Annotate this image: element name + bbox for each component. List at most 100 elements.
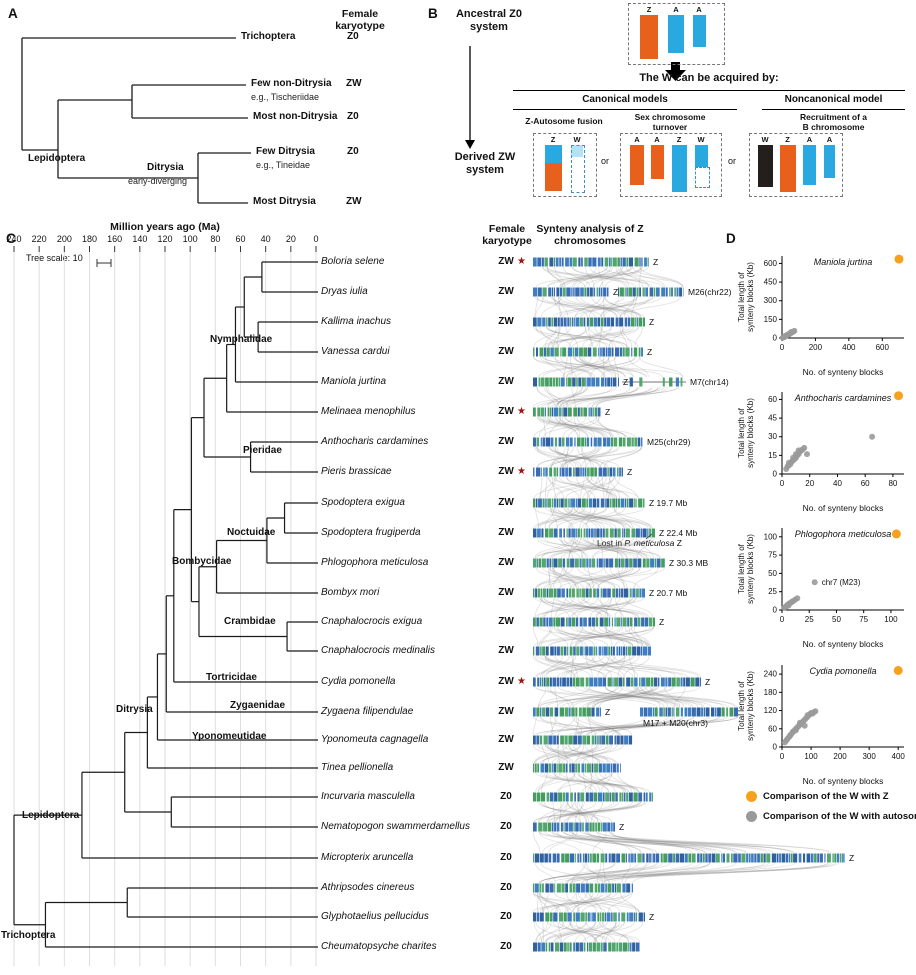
- w-vs-autosome-point: [788, 329, 795, 335]
- synteny-ribbon: [545, 921, 587, 943]
- synteny-ribbon: [598, 921, 630, 943]
- synteny-ribbon: [582, 507, 654, 529]
- synteny-ribbon: [547, 744, 616, 764]
- synteny-segment: [620, 763, 621, 773]
- synteny-ribbon: [575, 626, 634, 647]
- synteny-segment: [576, 646, 580, 656]
- synteny-ribbon: [593, 716, 669, 736]
- synteny-segment: [612, 883, 614, 893]
- synteny-ribbon: [572, 266, 597, 288]
- y-tick-label: 15: [768, 451, 777, 460]
- synteny-ribbon: [566, 772, 572, 793]
- synteny-ribbon: [534, 892, 606, 913]
- synteny-ribbon: [605, 655, 676, 678]
- synteny-ribbon: [568, 744, 600, 764]
- synteny-ribbon: [562, 266, 591, 288]
- synteny-segment: [594, 528, 596, 538]
- legend-row: Comparison of the W with autosomes: [746, 811, 916, 822]
- synteny-ribbon: [623, 296, 635, 318]
- synteny-segment: [533, 912, 537, 922]
- synteny-ribbon: [547, 416, 606, 438]
- synteny-ribbon: [532, 892, 573, 913]
- synteny-ribbon: [559, 772, 576, 793]
- time-tick-label: 80: [210, 234, 221, 244]
- synteny-segment: [604, 498, 606, 508]
- synteny-segment: [600, 588, 602, 598]
- synteny-ribbon: [535, 921, 552, 943]
- synteny-ribbon: [551, 296, 588, 318]
- synteny-segment: [609, 498, 612, 508]
- karyotype-value: ZW: [498, 616, 514, 627]
- synteny-segment: [579, 646, 583, 656]
- synteny-ribbon: [538, 626, 647, 647]
- synteny-ribbon: [542, 356, 617, 378]
- synteny-segment: [563, 912, 567, 922]
- synteny-segment: [585, 883, 589, 893]
- synteny-segment: [810, 853, 814, 863]
- chromosome-label-w: W: [573, 135, 581, 144]
- synteny-segment: [564, 498, 568, 508]
- synteny-segment: [741, 853, 746, 863]
- species-name: Boloria selene: [321, 256, 385, 267]
- synteny-segment: [634, 257, 639, 267]
- synteny-ribbon: [599, 446, 642, 468]
- synteny-segment: [616, 617, 620, 627]
- synteny-segment: [579, 942, 583, 952]
- synteny-segment: [589, 677, 594, 687]
- synteny-ribbon: [560, 446, 621, 468]
- synteny-segment: [543, 467, 545, 477]
- synteny-segment: [558, 407, 562, 417]
- clade-label: Zygaenidae: [230, 700, 286, 711]
- synteny-segment: [598, 792, 603, 802]
- synteny-ribbon: [534, 446, 574, 468]
- synteny-ribbon: [559, 296, 625, 318]
- synteny-segment: [594, 763, 599, 773]
- tip-most-ditrysia: Most Ditrysia: [253, 196, 316, 207]
- y-tick-label: 120: [764, 706, 778, 715]
- synteny-ribbon: [540, 862, 650, 884]
- species-name: Glyphotaelius pellucidus: [321, 911, 429, 922]
- synteny-ribbon: [582, 921, 635, 943]
- synteny-ribbon: [535, 567, 604, 589]
- synteny-segment: [582, 467, 585, 477]
- synteny-segment: [654, 558, 657, 568]
- karyotype-value: Z0: [500, 911, 512, 922]
- synteny-ribbon: [596, 597, 637, 618]
- synteny-ribbon: [573, 744, 599, 764]
- synteny-segment: [565, 853, 570, 863]
- synteny-segment: [598, 347, 600, 357]
- y-tick-label: 50: [768, 569, 777, 578]
- synteny-ribbon: [598, 686, 639, 708]
- synteny-segment: [537, 257, 542, 267]
- synteny-segment: [575, 912, 580, 922]
- synteny-ribbon: [553, 772, 594, 793]
- synteny-ribbon: [556, 326, 560, 348]
- synteny-segment: [630, 677, 634, 687]
- synteny-ribbon: [537, 567, 573, 589]
- synteny-segment: [549, 763, 552, 773]
- synteny-segment: [602, 763, 606, 773]
- synteny-ribbon: [547, 266, 562, 288]
- synteny-segment: [611, 646, 613, 656]
- synteny-ribbon: [575, 921, 597, 943]
- panel-c-misc: [96, 259, 653, 540]
- synteny-segment: [633, 347, 638, 357]
- synteny-ribbon: [548, 567, 551, 589]
- synteny-ribbon: [608, 476, 620, 499]
- synteny-segment: [614, 883, 616, 893]
- synteny-ribbon: [633, 567, 659, 589]
- synteny-ribbon: [568, 537, 581, 559]
- synteny-ribbon: [614, 597, 631, 618]
- synteny-ribbon: [598, 476, 610, 499]
- synteny-segment: [723, 853, 725, 863]
- synteny-segment: [587, 942, 589, 952]
- synteny-segment: [644, 617, 649, 627]
- synteny-ribbon: [535, 655, 605, 678]
- synteny-segment: [583, 407, 588, 417]
- synteny-ribbons: [532, 266, 840, 943]
- synteny-bar-label: Z: [849, 853, 855, 863]
- synteny-segment: [616, 942, 619, 952]
- synteny-segment: [557, 588, 561, 598]
- synteny-segment: [595, 822, 598, 832]
- synteny-segment: [660, 853, 663, 863]
